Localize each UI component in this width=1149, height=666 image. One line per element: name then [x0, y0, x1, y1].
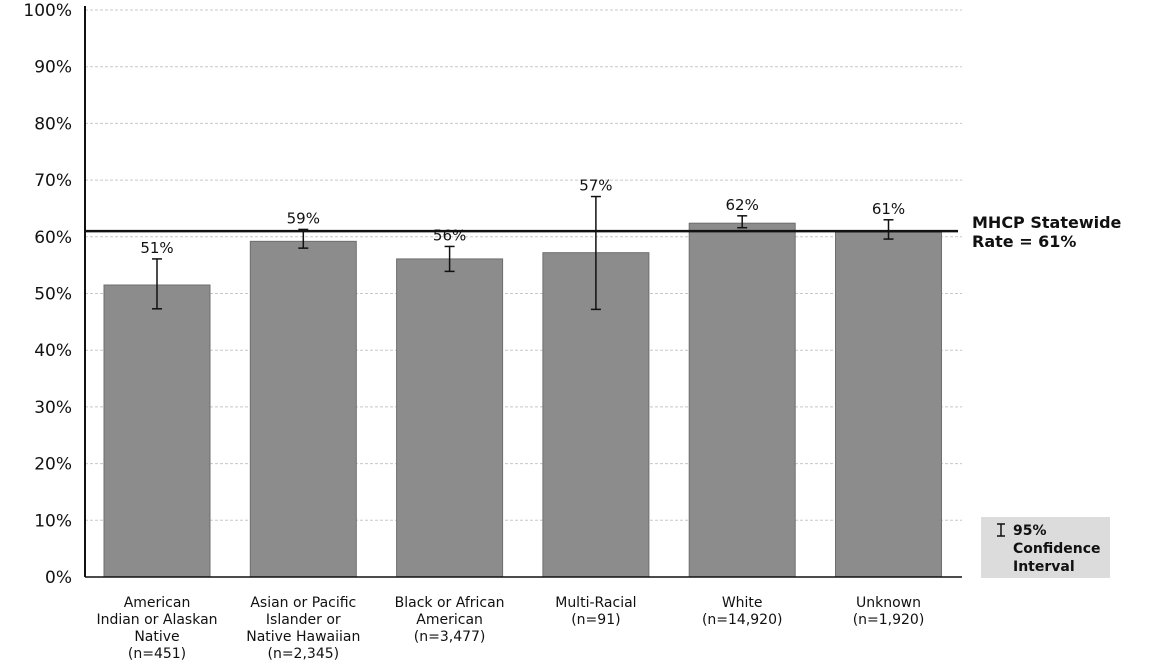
- bar: [103, 284, 211, 578]
- x-category-line: (n=1,920): [853, 612, 925, 628]
- bar: [249, 240, 357, 578]
- x-category-line: (n=451): [128, 646, 186, 662]
- x-category-line: Islander or: [266, 612, 341, 628]
- legend-box: [981, 517, 1110, 578]
- y-tick-label: 90%: [34, 58, 72, 78]
- reference-line-label: MHCP Statewide Rate = 61%: [972, 213, 1122, 251]
- x-category-label: Black or African American (n=3,477): [395, 595, 505, 645]
- x-category-line: Black or African: [395, 595, 505, 611]
- x-category-line: American: [124, 595, 191, 611]
- x-category-label: Unknown (n=1,920): [853, 595, 925, 628]
- legend-label: 95% Confidence Interval: [1013, 523, 1101, 575]
- x-category-label: Asian or Pacific Islander or Native Hawaii…: [246, 595, 360, 662]
- legend-label-line: Interval: [1013, 559, 1075, 575]
- data-label: 51%: [140, 239, 173, 257]
- reference-label-line: MHCP Statewide: [972, 213, 1122, 232]
- x-category-line: Unknown: [856, 595, 921, 611]
- y-tick-label: 30%: [34, 398, 72, 418]
- legend: 95% Confidence Interval: [981, 517, 1110, 578]
- error-bars: [152, 195, 894, 311]
- reference-label-line: Rate = 61%: [972, 232, 1076, 251]
- y-tick-label: 100%: [23, 1, 72, 21]
- x-category-line: (n=14,920): [702, 612, 783, 628]
- x-category-line: White: [722, 595, 763, 611]
- x-category-line: American: [416, 612, 483, 628]
- y-tick-label: 20%: [34, 455, 72, 475]
- data-label: 56%: [433, 226, 466, 244]
- x-category-label: White (n=14,920): [702, 595, 783, 628]
- bar: [396, 258, 504, 578]
- data-label: 59%: [287, 209, 320, 227]
- bars: [103, 222, 942, 578]
- x-category-line: (n=2,345): [267, 646, 339, 662]
- data-label: 62%: [726, 196, 759, 214]
- gridlines: [85, 9, 962, 521]
- bar: [688, 222, 796, 578]
- data-label: 61%: [872, 200, 905, 218]
- x-category-line: (n=3,477): [414, 629, 486, 645]
- labels: 0% 10% 20% 30% 40% 50% 60% 70% 80% 90% 100% 51% Amer…: [23, 1, 1121, 662]
- y-tick-label: 70%: [34, 171, 72, 191]
- y-tick-label: 60%: [34, 228, 72, 248]
- data-label: 57%: [579, 177, 612, 195]
- x-category-label: Multi-Racial (n=91): [555, 595, 636, 628]
- y-tick-label: 50%: [34, 285, 72, 305]
- x-category-line: Native Hawaiian: [246, 629, 360, 645]
- bar: [835, 231, 942, 578]
- x-category-line: Native: [134, 629, 179, 645]
- x-category-line: Asian or Pacific: [250, 595, 356, 611]
- y-tick-label: 0%: [45, 568, 72, 588]
- axes: [84, 6, 962, 578]
- y-tick-label: 10%: [34, 511, 72, 531]
- x-category-line: Multi-Racial: [555, 595, 636, 611]
- x-category-label: American Indian or Alaskan Native (n=451): [96, 595, 217, 662]
- y-tick-label: 40%: [34, 341, 72, 361]
- x-category-line: (n=91): [571, 612, 620, 628]
- legend-label-line: 95%: [1013, 523, 1047, 539]
- x-category-line: Indian or Alaskan: [96, 612, 217, 628]
- y-tick-label: 80%: [34, 114, 72, 134]
- legend-label-line: Confidence: [1013, 541, 1101, 557]
